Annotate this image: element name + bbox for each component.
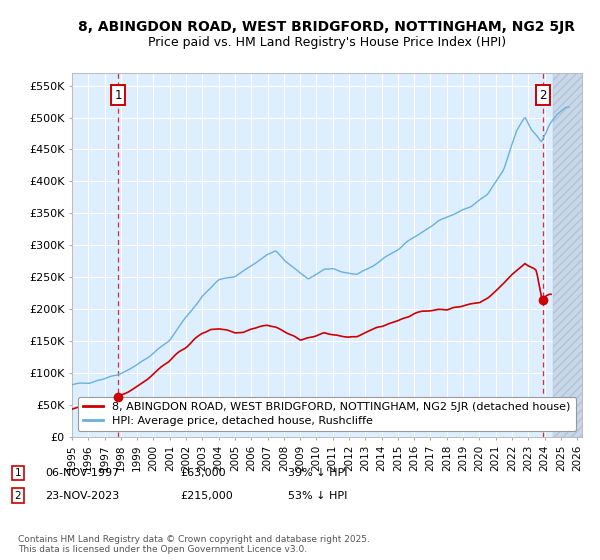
Legend: 8, ABINGDON ROAD, WEST BRIDGFORD, NOTTINGHAM, NG2 5JR (detached house), HPI: Ave: 8, ABINGDON ROAD, WEST BRIDGFORD, NOTTIN… — [77, 396, 576, 431]
Text: £215,000: £215,000 — [180, 491, 233, 501]
Text: £63,000: £63,000 — [180, 468, 226, 478]
Text: Contains HM Land Registry data © Crown copyright and database right 2025.
This d: Contains HM Land Registry data © Crown c… — [18, 535, 370, 554]
Text: 39% ↓ HPI: 39% ↓ HPI — [288, 468, 347, 478]
Text: 2: 2 — [14, 491, 22, 501]
Text: 53% ↓ HPI: 53% ↓ HPI — [288, 491, 347, 501]
Text: 23-NOV-2023: 23-NOV-2023 — [45, 491, 119, 501]
Text: Price paid vs. HM Land Registry's House Price Index (HPI): Price paid vs. HM Land Registry's House … — [148, 36, 506, 49]
Text: 1: 1 — [14, 468, 22, 478]
Text: 8, ABINGDON ROAD, WEST BRIDGFORD, NOTTINGHAM, NG2 5JR: 8, ABINGDON ROAD, WEST BRIDGFORD, NOTTIN… — [79, 20, 575, 34]
Text: 1: 1 — [115, 88, 122, 102]
Text: 06-NOV-1997: 06-NOV-1997 — [45, 468, 119, 478]
Bar — [553, 73, 587, 437]
Text: 2: 2 — [539, 88, 547, 102]
